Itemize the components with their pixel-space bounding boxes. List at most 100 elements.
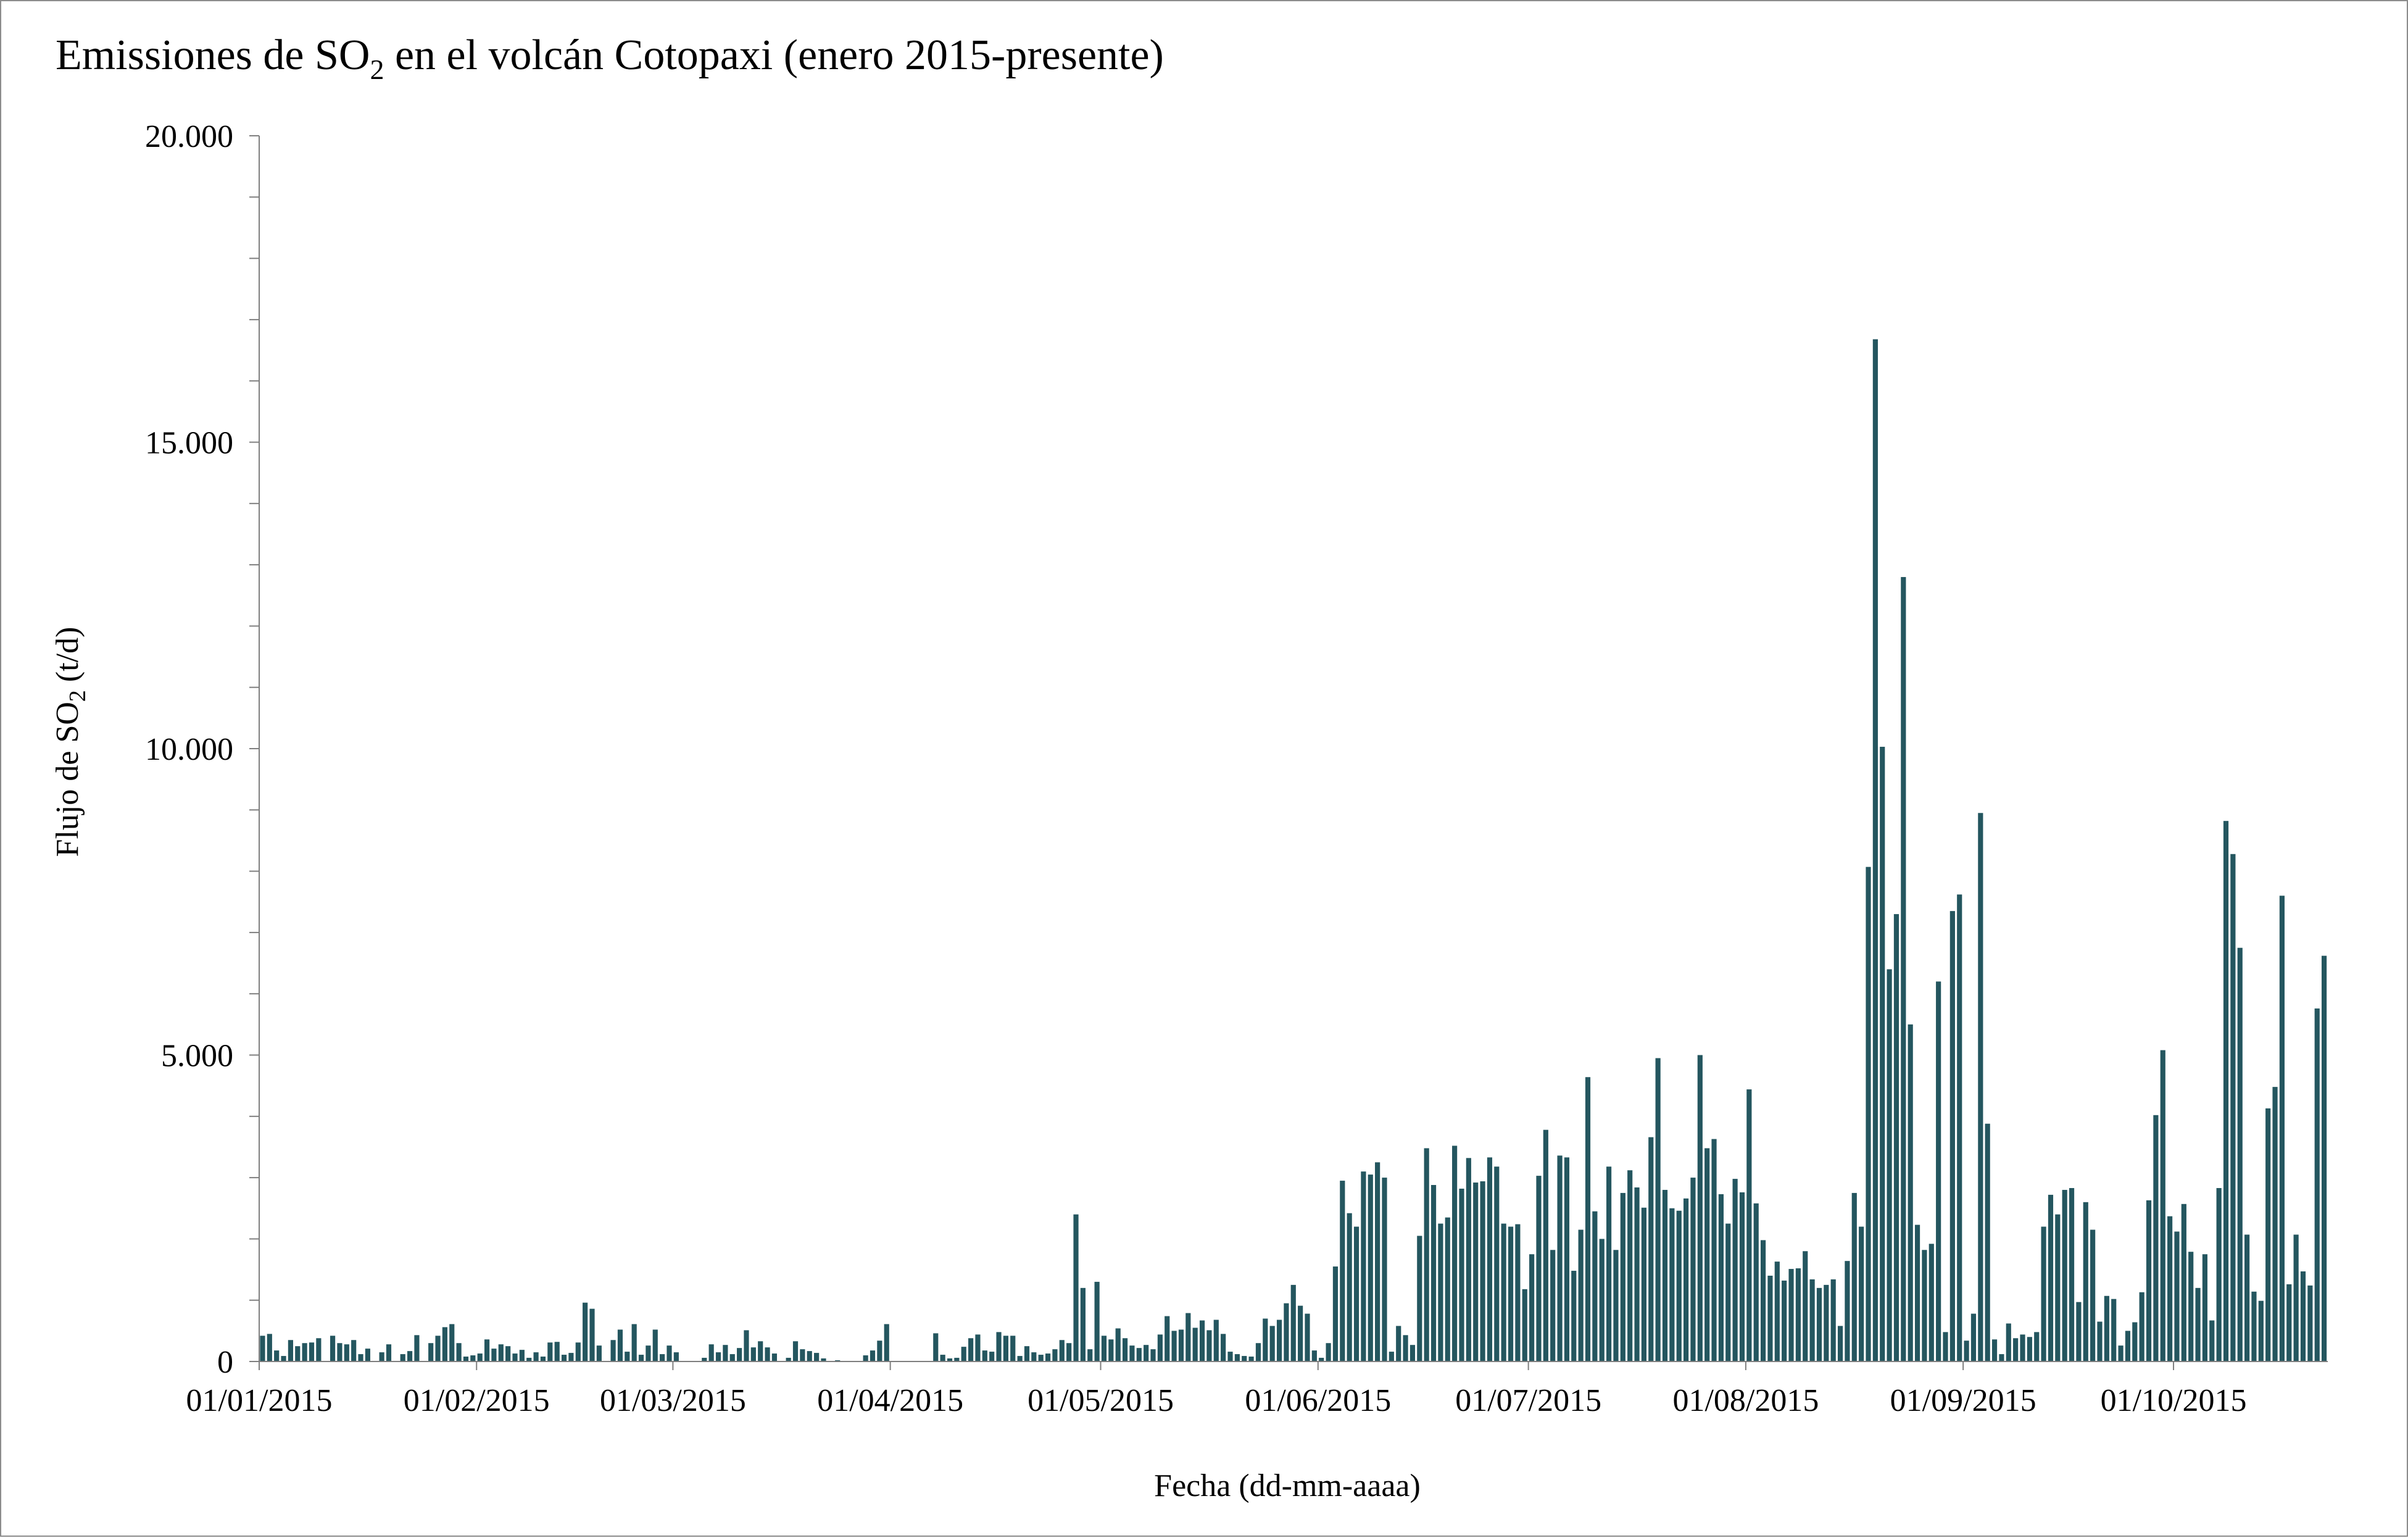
bar [470,1355,476,1361]
bar [715,1352,721,1361]
bar [1284,1303,1289,1361]
bar [1893,914,1899,1361]
bar [1199,1320,1205,1361]
bar [2069,1187,2075,1361]
bar [2286,1284,2292,1361]
bar [1332,1266,1339,1361]
bar [646,1345,651,1361]
bar [288,1340,293,1361]
bar [1368,1174,1373,1361]
bar [758,1341,763,1361]
bar [1157,1334,1163,1361]
bar [996,1332,1002,1361]
bar [1276,1320,1282,1361]
bar [1627,1170,1633,1361]
bar [863,1355,868,1361]
bar [1396,1326,1401,1361]
bar [575,1342,581,1361]
bar [1185,1313,1191,1361]
bar [989,1352,995,1361]
bar [1326,1343,1331,1361]
bar [1978,813,1983,1361]
bar [1908,1024,1913,1361]
bar [1690,1178,1696,1361]
bar [975,1334,981,1361]
bar [800,1349,805,1361]
bar [673,1352,679,1361]
y-ticks: 0 5.000 10.000 15.000 20.000 [145,119,259,1380]
bar [2181,1203,2186,1361]
bar [2230,854,2236,1361]
bar [1248,1357,1254,1361]
bar [1445,1217,1450,1361]
bar [2104,1295,2109,1361]
bar [617,1329,623,1361]
bar [1403,1335,1408,1361]
bar [1466,1158,1471,1361]
bar [442,1327,447,1361]
bar [568,1353,574,1361]
bar [1508,1226,1514,1361]
bar [435,1336,441,1361]
bar [1263,1318,1268,1361]
bar [1655,1058,1661,1361]
bar [1438,1223,1443,1361]
bar [540,1357,546,1361]
bar [708,1344,714,1361]
bar [1059,1340,1065,1361]
x-ticks: 01/01/2015 01/02/2015 01/03/2015 01/04/2015… [186,1361,2247,1418]
bar [1592,1211,1598,1361]
bar [1999,1354,2004,1361]
bar [1298,1305,1303,1361]
bar [1676,1210,1682,1361]
bar [1452,1145,1458,1361]
bar [512,1353,518,1361]
bar [737,1348,742,1361]
bar [1417,1236,1422,1361]
bar [1038,1355,1044,1361]
bar [2062,1189,2067,1361]
bar [870,1350,876,1361]
bar [750,1347,756,1361]
bar [2132,1322,2138,1361]
bar [1115,1328,1121,1361]
bar [1171,1331,1177,1361]
bar [2048,1194,2054,1361]
bar [1129,1345,1135,1361]
bar [1459,1188,1464,1361]
bar [583,1302,588,1361]
bar [1227,1352,1233,1361]
bar [1242,1356,1247,1361]
bar [1887,969,1892,1361]
bar [1340,1181,1345,1361]
bar [1901,576,1906,1362]
x-tick-label: 01/10/2015 [2101,1383,2247,1418]
bar [400,1354,405,1361]
bar [1991,1339,1998,1361]
bar [505,1346,511,1361]
bar [2322,955,2327,1361]
bar [351,1340,357,1361]
bar [428,1343,434,1361]
bar [281,1356,286,1361]
bar [1641,1207,1646,1361]
bar [2118,1345,2124,1361]
bar [884,1324,889,1361]
y-tick-label: 10.000 [145,732,233,767]
chart-title: Emissiones de SO2 en el volcán Cotopaxi … [56,31,1164,85]
bar [1648,1137,1654,1361]
bar [2202,1254,2208,1361]
bar [463,1357,469,1361]
bar [1957,894,1962,1361]
bar [2034,1332,2040,1361]
bar [302,1343,307,1361]
bar [2055,1214,2061,1361]
bar [267,1334,272,1361]
bar [1606,1166,1612,1361]
bar [1003,1336,1008,1361]
bar [1389,1352,1394,1361]
bar [1305,1313,1310,1361]
bar [1859,1226,1864,1361]
bar [814,1353,820,1361]
bar [660,1354,665,1361]
